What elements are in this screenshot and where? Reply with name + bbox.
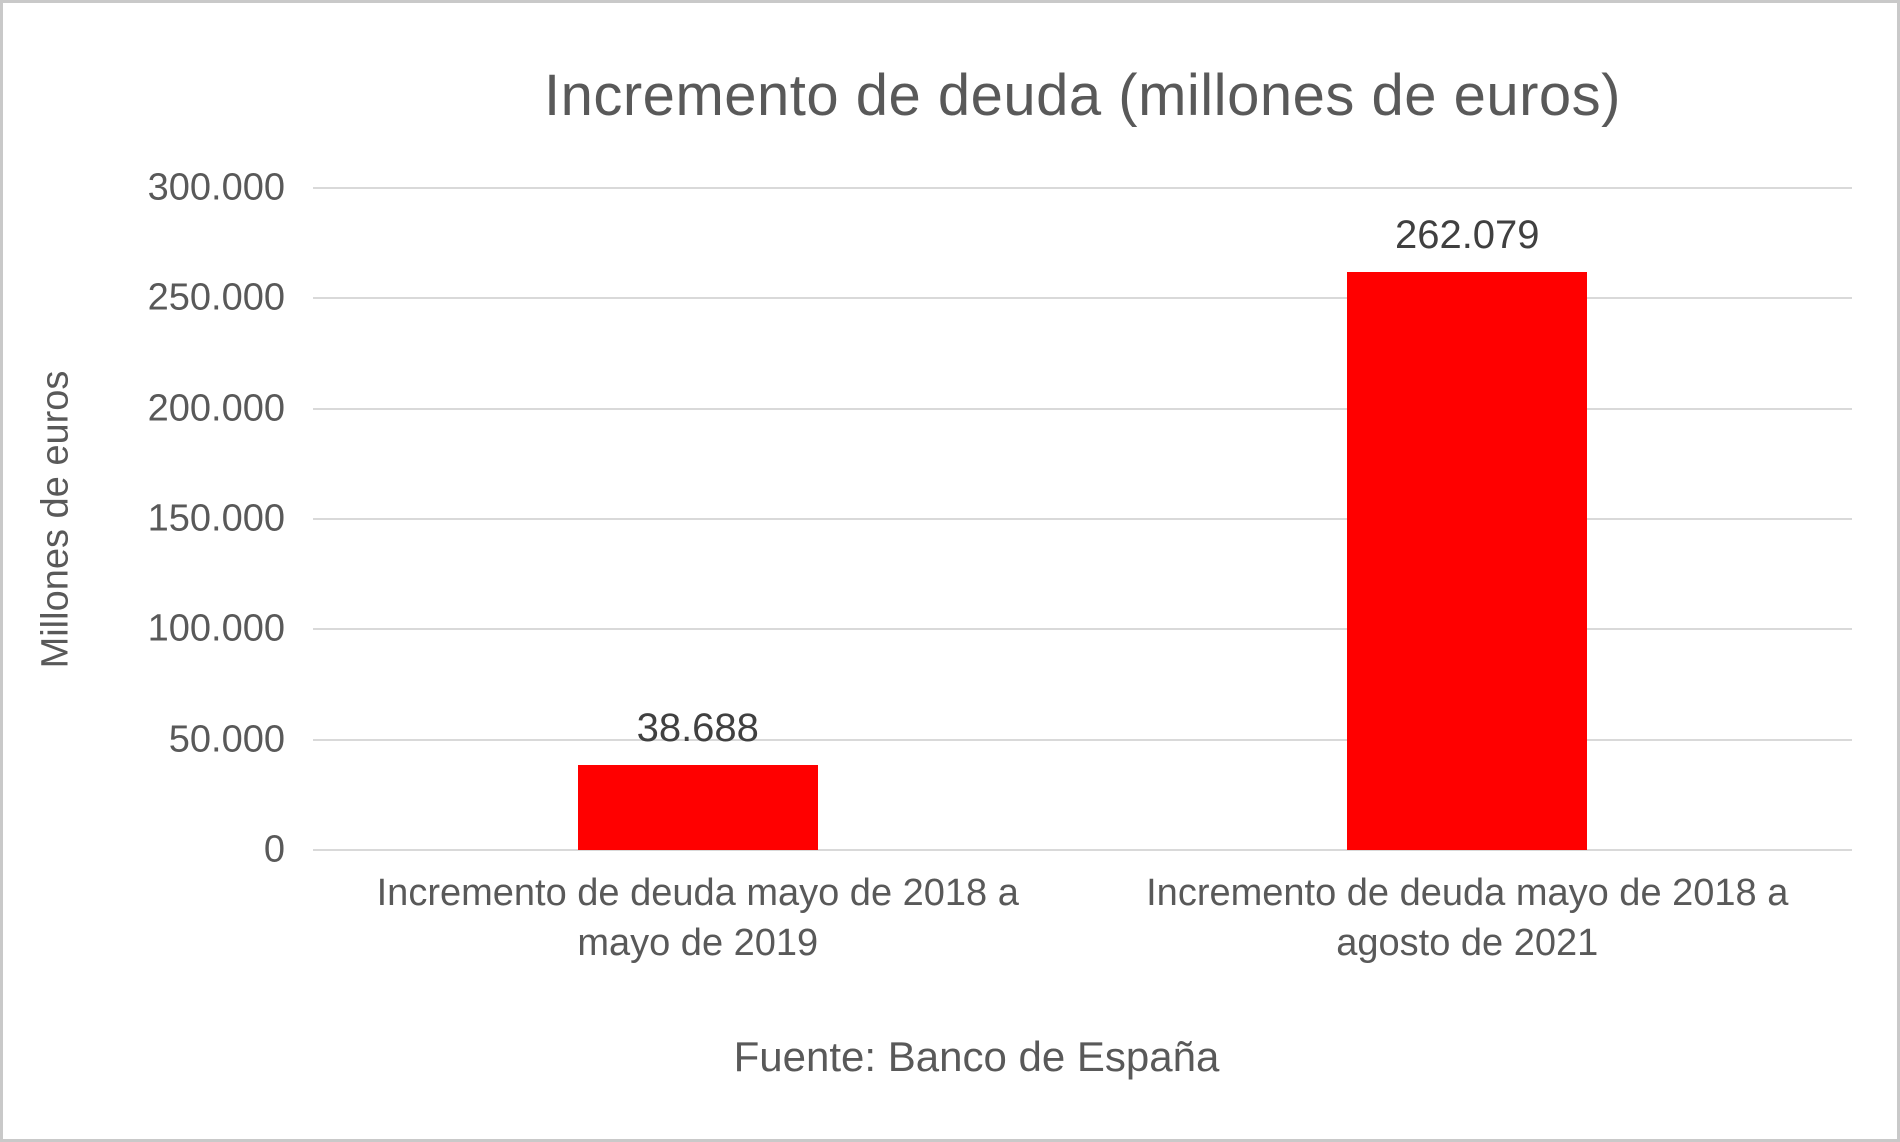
bar-data-label: 38.688: [636, 705, 759, 750]
chart-title: Incremento de deuda (millones de euros): [544, 63, 1621, 128]
gridline: [313, 628, 1852, 631]
gridline: [313, 738, 1852, 741]
gridline: [313, 849, 1852, 851]
bar-slot-1: 38.688: [313, 188, 1083, 850]
bar-slot-2: 262.079: [1083, 188, 1853, 850]
gridline: [313, 187, 1852, 189]
y-axis-title: Millones de euros: [11, 188, 101, 850]
gridline: [313, 518, 1852, 520]
y-tick-label: 250.000: [147, 276, 285, 319]
bars-layer: 38.688 262.079: [313, 188, 1852, 850]
gridline: [313, 297, 1852, 300]
x-category-label-1: Incremento de deuda mayo de 2018 a mayo d…: [376, 872, 1019, 965]
y-tick-label: 50.000: [168, 718, 285, 761]
y-tick-label: 200.000: [147, 387, 285, 430]
source-caption: Fuente: Banco de España: [733, 1033, 1220, 1080]
y-axis-title-text: Millones de euros: [34, 370, 77, 668]
plot-area: 38.688 262.079: [313, 187, 1852, 851]
y-axis-tick-labels: 0 50.000 100.000 150.000 200.000 250.000 300.0…: [101, 167, 313, 871]
chart-body: Incremento de deuda (millones de euros) …: [3, 3, 1897, 1139]
gridline: [313, 407, 1852, 410]
bar-2: [1347, 271, 1588, 850]
y-tick-label: 150.000: [147, 497, 285, 540]
x-axis-category-labels: Incremento de deuda mayo de 2018 a mayo d…: [313, 850, 1852, 1005]
bar-1: [577, 764, 818, 850]
bar-data-label: 262.079: [1394, 212, 1540, 257]
y-tick-label: 0: [263, 828, 285, 871]
y-tick-label: 100.000: [147, 607, 285, 650]
y-tick-label: 300.000: [147, 166, 285, 209]
x-category-label-2: Incremento de deuda mayo de 2018 a agosto…: [1146, 872, 1789, 965]
